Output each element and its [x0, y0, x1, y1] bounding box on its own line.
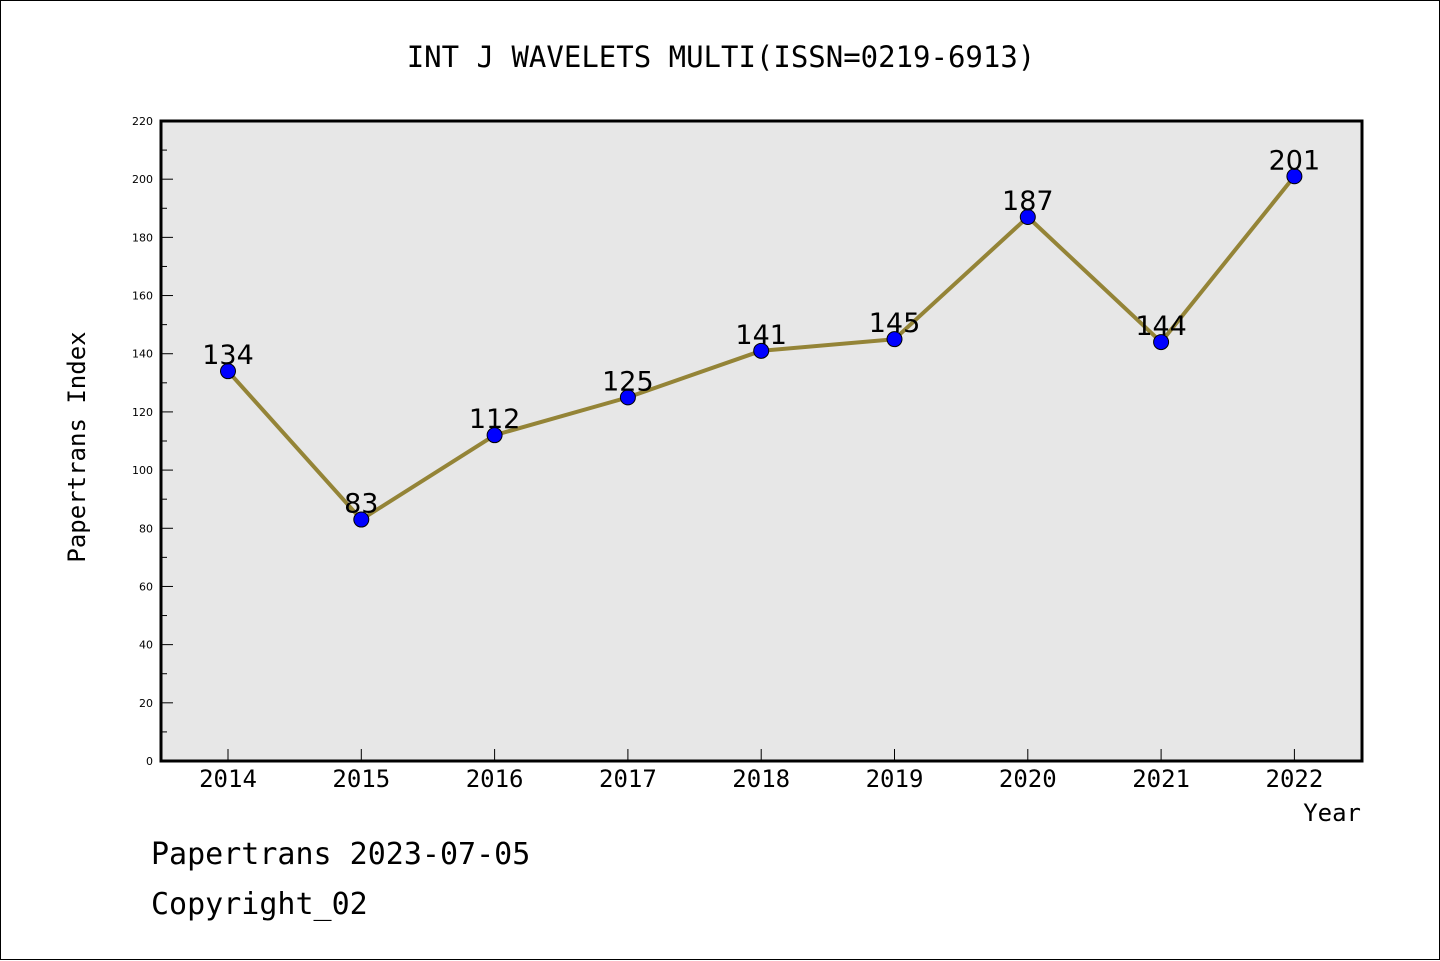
y-tick-label: 180 [132, 231, 153, 244]
x-tick-label: 2016 [466, 765, 524, 793]
data-label: 134 [202, 340, 254, 371]
y-tick-label: 220 [132, 115, 153, 128]
y-tick-label: 20 [139, 697, 153, 710]
data-label: 145 [869, 308, 921, 339]
y-axis-label: Papertrans Index [63, 331, 91, 562]
series-group: 134 83 112 125 141 145 187 144 201 [202, 145, 1321, 528]
y-tick-label: 100 [132, 464, 153, 477]
x-axis-label: Year [1303, 799, 1361, 827]
y-tick-label: 60 [139, 580, 153, 593]
x-tick-label: 2017 [599, 765, 657, 793]
data-point [753, 342, 770, 359]
y-axis: 0 20 40 60 80 100 120 140 160 180 200 220 [132, 115, 173, 768]
y-tick-label: 80 [139, 522, 153, 535]
y-tick-label: 120 [132, 406, 153, 419]
data-label: 187 [1002, 186, 1054, 217]
data-point [353, 511, 370, 528]
data-point [1153, 334, 1170, 351]
x-tick-label: 2014 [199, 765, 257, 793]
data-point [1286, 168, 1303, 185]
x-tick-label: 2020 [999, 765, 1057, 793]
data-point [220, 363, 236, 380]
x-tick-label: 2015 [332, 765, 390, 793]
data-label: 144 [1135, 311, 1187, 342]
footer-copyright: Copyright_02 [151, 887, 368, 922]
y-tick-label: 0 [146, 755, 153, 768]
y-tick-label: 160 [132, 290, 153, 303]
data-point [886, 331, 903, 348]
data-label: 125 [602, 366, 654, 397]
x-axis: 2014 2015 2016 2017 2018 2019 2020 2021 2022 [199, 749, 1323, 793]
data-point [619, 389, 636, 406]
data-label: 141 [735, 320, 787, 351]
x-tick-label: 2019 [866, 765, 924, 793]
data-point [486, 427, 503, 444]
plot-area [159, 119, 1364, 763]
x-tick-label: 2022 [1266, 765, 1324, 793]
data-label: 83 [344, 489, 378, 520]
y-tick-label: 140 [132, 348, 153, 361]
data-label: 112 [469, 404, 521, 435]
y-tick-label: 40 [139, 639, 153, 652]
data-label: 201 [1269, 145, 1321, 176]
x-tick-label: 2018 [732, 765, 790, 793]
data-point [1019, 209, 1036, 225]
chart-title: INT J WAVELETS MULTI(ISSN=0219-6913) [407, 40, 1036, 74]
x-tick-label: 2021 [1132, 765, 1190, 793]
y-tick-label: 200 [132, 173, 153, 186]
footer-date: Papertrans 2023-07-05 [151, 837, 531, 872]
